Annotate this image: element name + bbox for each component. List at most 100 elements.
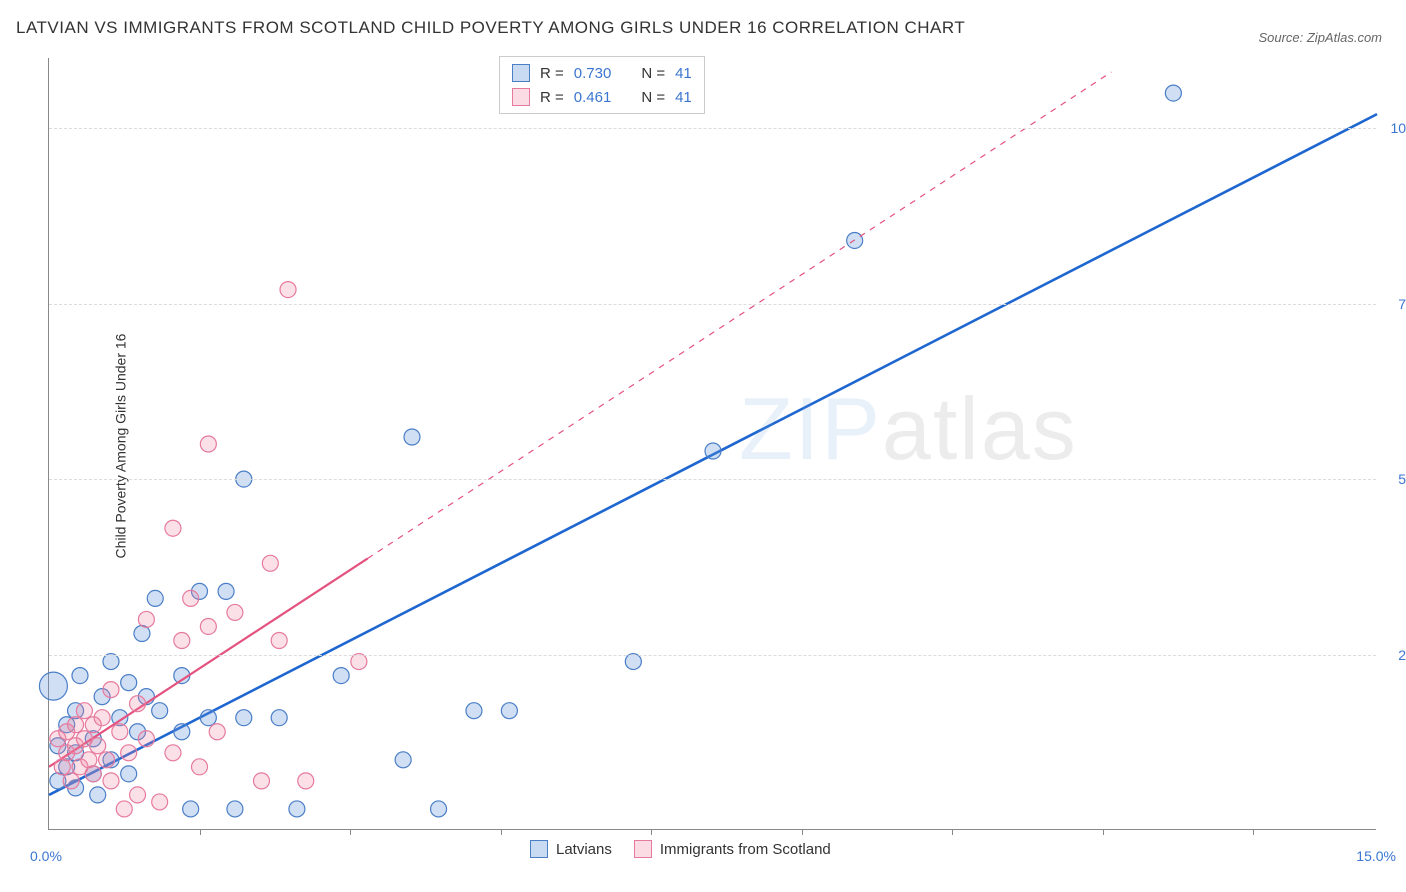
data-point <box>351 654 367 670</box>
data-point <box>103 682 119 698</box>
data-point <box>705 443 721 459</box>
data-point <box>227 604 243 620</box>
legend-swatch-blue <box>530 840 548 858</box>
data-point <box>103 654 119 670</box>
data-point <box>94 710 110 726</box>
n-label: N = <box>641 65 665 82</box>
y-tick-label: 75.0% <box>1383 296 1406 312</box>
data-point <box>165 520 181 536</box>
gridline <box>49 304 1376 305</box>
x-tick <box>802 829 803 835</box>
x-tick <box>200 829 201 835</box>
data-point <box>138 611 154 627</box>
data-point <box>103 773 119 789</box>
data-point <box>404 429 420 445</box>
data-point <box>183 590 199 606</box>
data-point <box>147 590 163 606</box>
r-value: 0.730 <box>574 65 612 82</box>
data-point <box>253 773 269 789</box>
chart-title: LATVIAN VS IMMIGRANTS FROM SCOTLAND CHIL… <box>16 18 965 38</box>
data-point <box>72 668 88 684</box>
gridline <box>49 479 1376 480</box>
data-point <box>333 668 349 684</box>
data-point <box>99 752 115 768</box>
data-point <box>121 766 137 782</box>
data-point <box>218 583 234 599</box>
chart-svg <box>49 58 1376 829</box>
series-legend: Latvians Immigrants from Scotland <box>530 840 831 858</box>
data-point <box>227 801 243 817</box>
legend-item: Latvians <box>530 840 612 858</box>
r-value: 0.461 <box>574 89 612 106</box>
trend-line <box>49 558 368 766</box>
data-point <box>183 801 199 817</box>
data-point <box>1165 85 1181 101</box>
r-label: R = <box>540 65 564 82</box>
stats-row: R = 0.461 N = 41 <box>500 85 704 109</box>
gridline <box>49 655 1376 656</box>
data-point <box>85 766 101 782</box>
data-point <box>130 787 146 803</box>
data-point <box>165 745 181 761</box>
data-point <box>395 752 411 768</box>
x-axis-end-label: 15.0% <box>1356 848 1396 864</box>
data-point <box>431 801 447 817</box>
n-label: N = <box>641 89 665 106</box>
x-tick <box>1253 829 1254 835</box>
data-point <box>280 282 296 298</box>
x-tick <box>350 829 351 835</box>
data-point <box>200 618 216 634</box>
r-label: R = <box>540 89 564 106</box>
data-point <box>200 710 216 726</box>
source-attribution: Source: ZipAtlas.com <box>1258 30 1382 45</box>
data-point <box>76 703 92 719</box>
y-tick-label: 25.0% <box>1383 647 1406 663</box>
n-value: 41 <box>675 65 692 82</box>
data-point <box>192 759 208 775</box>
legend-label: Latvians <box>556 841 612 858</box>
n-value: 41 <box>675 89 692 106</box>
chart-plot-area: ZIPatlas R = 0.730 N = 41 R = 0.461 N = … <box>48 58 1376 830</box>
data-point <box>174 633 190 649</box>
data-point <box>90 738 106 754</box>
data-point <box>200 436 216 452</box>
gridline <box>49 128 1376 129</box>
data-point <box>209 724 225 740</box>
data-point <box>39 672 67 700</box>
data-point <box>152 703 168 719</box>
x-tick <box>651 829 652 835</box>
data-point <box>152 794 168 810</box>
legend-swatch-blue <box>512 64 530 82</box>
legend-label: Immigrants from Scotland <box>660 841 831 858</box>
data-point <box>625 654 641 670</box>
correlation-stats-legend: R = 0.730 N = 41 R = 0.461 N = 41 <box>499 56 705 114</box>
trend-line-dashed <box>368 72 1112 558</box>
legend-swatch-pink <box>512 88 530 106</box>
data-point <box>236 710 252 726</box>
data-point <box>63 773 79 789</box>
data-point <box>68 717 84 733</box>
data-point <box>121 675 137 691</box>
y-tick-label: 100.0% <box>1383 120 1406 136</box>
x-tick <box>501 829 502 835</box>
data-point <box>466 703 482 719</box>
data-point <box>501 703 517 719</box>
data-point <box>271 710 287 726</box>
data-point <box>121 745 137 761</box>
data-point <box>90 787 106 803</box>
data-point <box>112 724 128 740</box>
x-tick <box>952 829 953 835</box>
stats-row: R = 0.730 N = 41 <box>500 61 704 85</box>
x-axis-start-label: 0.0% <box>30 848 62 864</box>
data-point <box>174 724 190 740</box>
legend-swatch-pink <box>634 840 652 858</box>
y-tick-label: 50.0% <box>1383 471 1406 487</box>
data-point <box>138 731 154 747</box>
x-tick <box>1103 829 1104 835</box>
data-point <box>116 801 132 817</box>
data-point <box>130 696 146 712</box>
data-point <box>271 633 287 649</box>
data-point <box>262 555 278 571</box>
data-point <box>298 773 314 789</box>
legend-item: Immigrants from Scotland <box>634 840 831 858</box>
